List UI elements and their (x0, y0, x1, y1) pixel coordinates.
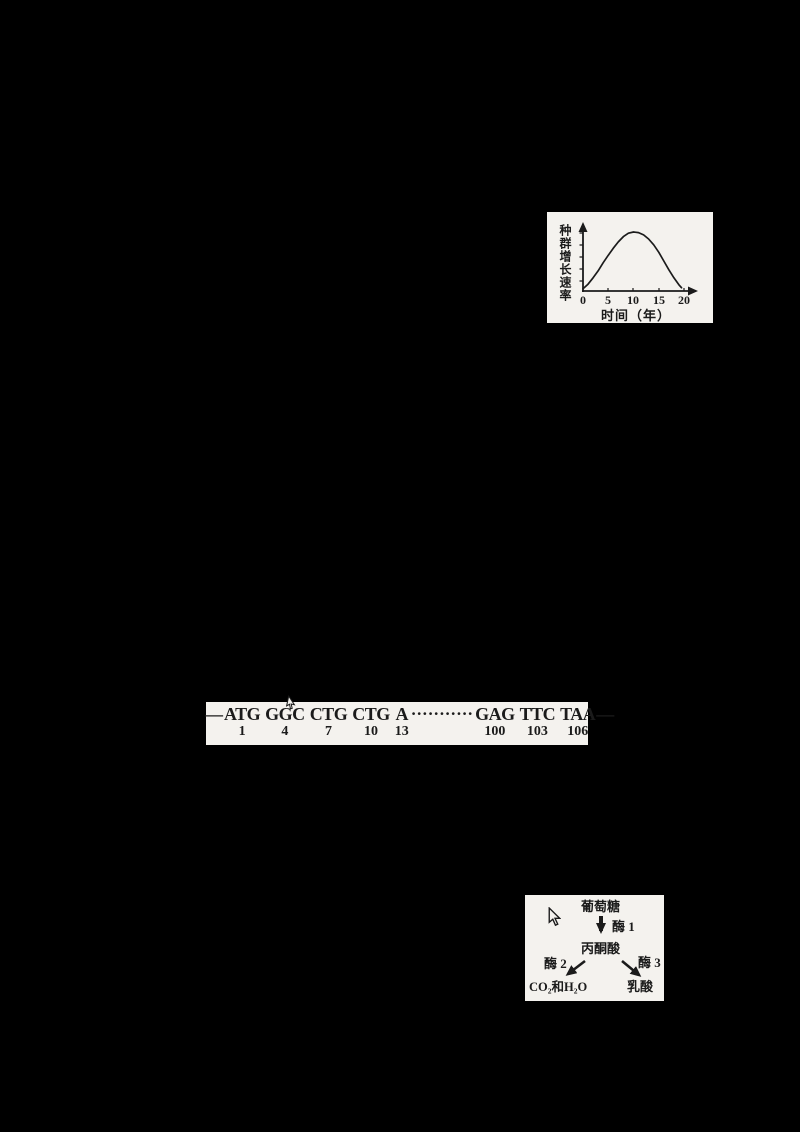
arrow-pyruvate-to-lactic (621, 959, 642, 977)
codon-position: 106 (567, 724, 589, 739)
intermediate-label: 丙酮酸 (581, 941, 621, 956)
codon-block: CTG 7 (310, 704, 348, 739)
y-axis-ticks (579, 232, 583, 282)
x-tick-10: 10 (627, 293, 639, 307)
growth-chart-canvas (578, 222, 698, 296)
sequence-trailing-dash: — (596, 704, 615, 724)
codon-block: TTC 103 (520, 704, 556, 739)
codon-position: 7 (324, 724, 332, 739)
product-lactic-acid-label: 乳酸 (627, 979, 654, 994)
product-co2-h2o-label: CO₂和H₂O (529, 980, 588, 994)
codon-block: TAA 106 (560, 704, 596, 739)
x-axis-label: 时间（年） (600, 308, 671, 323)
growth-curve (582, 231, 683, 290)
codon-position: 4 (281, 724, 289, 739)
codon-text: TTC (519, 704, 556, 724)
arrow-pyruvate-to-co2 (565, 959, 586, 976)
codon-position: 1 (238, 724, 246, 739)
x-axis-ticks (607, 288, 685, 291)
codon-text: TAA (560, 704, 596, 724)
mouse-cursor-icon (548, 907, 561, 927)
substrate-label: 葡萄糖 (581, 899, 621, 914)
codon-text: CTG (309, 704, 348, 724)
x-tick-5: 5 (605, 293, 611, 307)
enzyme1-label: 酶 1 (612, 919, 635, 934)
population-growth-chart-figure: 种群增长速率 0 5 10 15 20 时间（年） (547, 212, 713, 323)
codon-text: ATG (224, 704, 261, 724)
x-tick-0: 0 (580, 293, 586, 307)
codon-block: GGC 4 (265, 704, 305, 739)
enzyme3-label: 酶 3 (638, 955, 661, 970)
codon-position: 10 (363, 724, 378, 739)
codon-position: 13 (394, 724, 409, 739)
x-tick-20: 20 (678, 293, 690, 307)
codon-block: A 13 (395, 704, 409, 739)
codon-block: GAG 100 (475, 704, 515, 739)
codon-position: 100 (484, 724, 506, 739)
enzyme2-label: 酶 2 (544, 956, 567, 971)
codon-block: CTG 10 (352, 704, 390, 739)
codon-position: 103 (526, 724, 548, 739)
codon-text: A (395, 704, 408, 724)
pathway-arrows (565, 916, 642, 977)
codon-text: GGC (265, 704, 305, 724)
codon-text: CTG (352, 704, 390, 724)
glucose-metabolism-figure: 葡萄糖 酶 1 丙酮酸 酶 2 酶 3 CO₂和H₂O 乳酸 (525, 895, 664, 1001)
sequence-leading-dash: — (205, 704, 223, 724)
codon-text: GAG (475, 704, 515, 724)
codon-block: ATG 1 (224, 704, 261, 739)
sequence-ellipsis: ··········· (410, 704, 474, 723)
dna-sequence-figure: — ATG 1 GGC 4 CTG 7 CTG 10 A 13 ········… (205, 695, 614, 745)
mouse-cursor-icon (285, 695, 296, 710)
x-tick-15: 15 (653, 293, 665, 307)
y-axis-label: 种群增长速率 (558, 224, 572, 302)
